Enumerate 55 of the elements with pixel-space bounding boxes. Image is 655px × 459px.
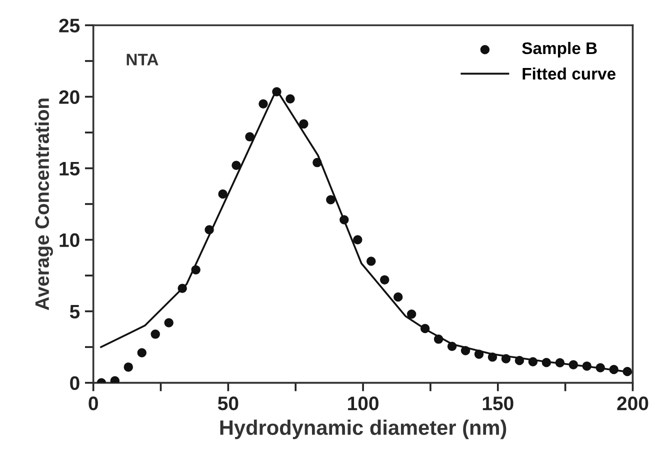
y-tick-label: 25 [59, 18, 80, 32]
point [582, 361, 592, 371]
point [272, 87, 282, 96]
point [353, 235, 362, 244]
point [232, 160, 241, 170]
y-tick-label: 15 [60, 162, 80, 176]
legend-label: Fitted curve [522, 67, 616, 80]
point [488, 352, 498, 362]
point [258, 99, 268, 109]
annotation: NTA [126, 54, 158, 66]
x-tick-label: 200 [617, 396, 648, 410]
point [245, 132, 254, 142]
point [164, 318, 174, 328]
legend-label: Sample B [522, 42, 597, 58]
point [434, 334, 444, 344]
point [326, 195, 336, 204]
y-tick-label: 10 [60, 233, 80, 248]
y-tick-label: 5 [70, 304, 80, 319]
point [150, 330, 160, 339]
point [596, 363, 605, 372]
point [286, 94, 295, 104]
point [474, 350, 484, 359]
point [380, 275, 390, 284]
point [110, 376, 120, 383]
x-tick-label: 150 [482, 396, 514, 410]
point [420, 324, 430, 334]
point [609, 364, 618, 374]
point [124, 362, 134, 372]
x-tick-label: 50 [218, 396, 238, 410]
point [393, 292, 403, 302]
point [191, 265, 200, 274]
point [299, 119, 308, 129]
y-axis-title: Average Concentration [34, 98, 53, 310]
point [137, 348, 147, 358]
x-tick-label: 100 [348, 396, 378, 410]
point [204, 225, 214, 234]
point [218, 189, 228, 199]
point [622, 366, 632, 376]
point [447, 342, 457, 351]
point [568, 360, 578, 370]
point [340, 215, 349, 224]
point [501, 354, 511, 364]
point [514, 356, 524, 366]
point [366, 256, 376, 266]
x-axis-title: Hydrodynamic diameter (nm) [220, 420, 506, 440]
point [542, 358, 552, 368]
y-tick-label: 20 [59, 90, 80, 104]
point [406, 310, 416, 319]
point [460, 346, 470, 356]
y-tick-label: 0 [70, 376, 80, 390]
point [555, 358, 565, 368]
point [178, 284, 187, 294]
point [312, 158, 322, 168]
x-tick-label: 0 [88, 396, 98, 410]
point [528, 357, 538, 366]
